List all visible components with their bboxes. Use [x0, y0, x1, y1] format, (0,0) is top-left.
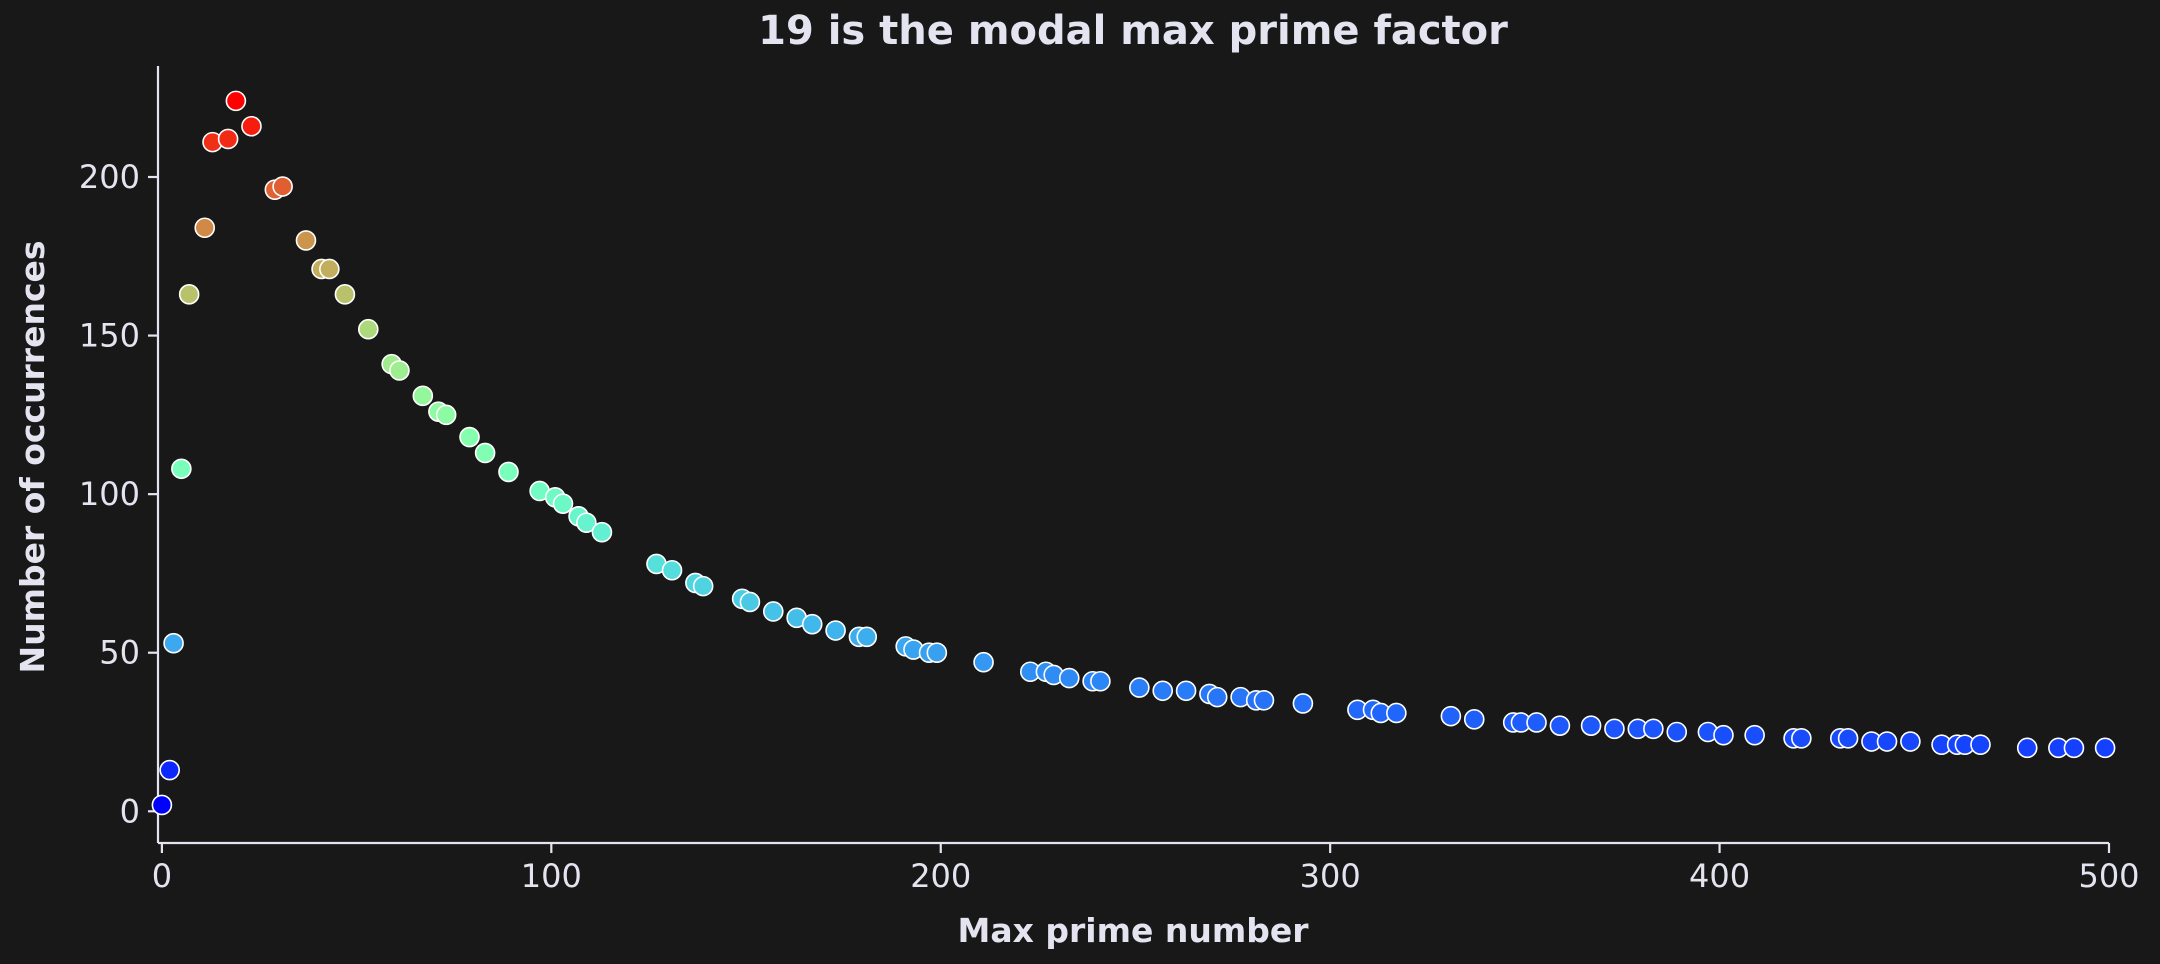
data-point	[272, 176, 293, 197]
data-point	[1900, 731, 1921, 752]
x-tick-label: 200	[910, 857, 971, 895]
data-point	[1090, 670, 1111, 692]
data-point	[2063, 737, 2085, 759]
y-tick-label: 0	[120, 792, 140, 830]
y-tick-label: 100	[79, 475, 140, 513]
data-point	[856, 626, 878, 648]
data-point	[692, 575, 714, 597]
data-point	[1580, 715, 1602, 736]
data-point	[1549, 715, 1571, 736]
data-point	[801, 613, 823, 635]
data-point	[163, 632, 184, 654]
data-point	[151, 794, 173, 816]
data-point	[1206, 686, 1228, 708]
data-point	[459, 426, 480, 448]
data-point	[1744, 724, 1765, 746]
data-point	[389, 360, 410, 381]
data-point	[552, 493, 574, 514]
y-tick-label: 50	[99, 634, 140, 672]
data-point	[178, 284, 200, 305]
data-point	[1463, 709, 1485, 730]
data-point	[412, 385, 434, 407]
data-point	[825, 620, 846, 641]
data-point	[1643, 718, 1664, 740]
data-point	[1791, 728, 1812, 749]
data-point	[576, 512, 597, 533]
data-point	[1970, 734, 1991, 755]
data-point	[334, 284, 356, 305]
x-tick-label: 500	[2078, 857, 2139, 895]
data-point	[225, 90, 247, 112]
x-tick-label: 0	[152, 857, 172, 895]
x-axis-label: Max prime number	[958, 911, 1310, 950]
data-point	[1440, 705, 1462, 727]
data-points	[151, 90, 2116, 816]
y-axis-label: Number of occurrences	[13, 240, 52, 673]
data-point	[926, 642, 948, 664]
data-point	[739, 591, 761, 613]
data-point	[217, 128, 239, 150]
data-point	[1604, 718, 1625, 740]
y-tick-label: 150	[79, 317, 140, 355]
data-point	[1526, 712, 1547, 733]
data-point	[435, 404, 457, 426]
x-tick-label: 300	[1300, 857, 1361, 895]
data-point	[2016, 737, 2038, 759]
data-point	[1666, 721, 1688, 743]
data-point	[1175, 680, 1197, 702]
data-point	[1713, 724, 1734, 746]
data-point	[2094, 737, 2116, 759]
data-point	[1292, 693, 1314, 714]
data-point	[591, 521, 613, 543]
x-tick-label: 100	[521, 857, 582, 895]
x-tick-label: 400	[1689, 857, 1750, 895]
data-point	[171, 458, 192, 480]
data-point	[661, 559, 683, 581]
data-point	[498, 461, 519, 483]
axes: 0 100 200 300 400 500 0 50 100 150 200	[79, 66, 2140, 895]
data-point	[1058, 667, 1080, 689]
data-point	[1876, 731, 1898, 752]
data-point	[194, 217, 216, 239]
data-point	[1386, 702, 1407, 724]
data-point	[159, 759, 180, 781]
y-tick-label: 200	[79, 158, 140, 196]
data-point	[762, 601, 784, 622]
data-point	[295, 230, 317, 251]
data-point	[1152, 680, 1174, 702]
data-point	[241, 115, 262, 137]
data-point	[319, 258, 340, 280]
data-point	[474, 442, 496, 464]
data-point	[1129, 677, 1150, 698]
data-point	[1837, 728, 1859, 749]
chart-title: 19 is the modal max prime factor	[758, 8, 1508, 54]
data-point	[973, 651, 994, 673]
data-point	[1253, 689, 1275, 711]
data-point	[357, 318, 379, 340]
